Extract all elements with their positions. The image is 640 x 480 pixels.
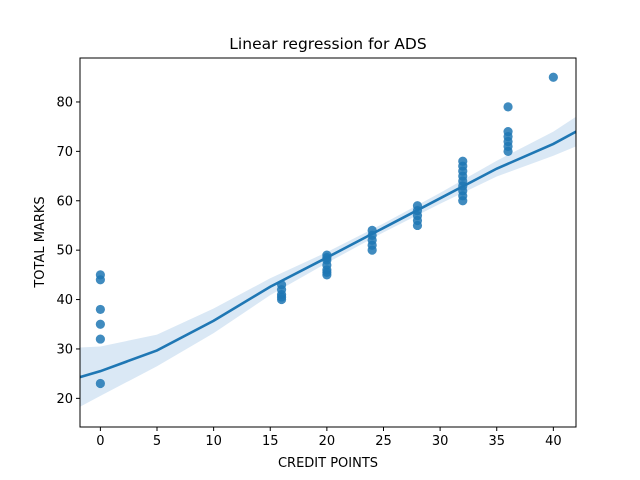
- chart-title: Linear regression for ADS: [229, 35, 426, 53]
- plot-area: 0 5 10 15 20 25 30 35 40 20 30 40 50 60 70 80: [56, 57, 577, 449]
- data-point: [503, 146, 513, 156]
- data-point: [95, 334, 105, 344]
- y-tick-label: 50: [56, 244, 73, 259]
- y-axis-label: TOTAL MARKS: [33, 196, 48, 288]
- x-axis-label: CREDIT POINTS: [278, 456, 378, 471]
- data-point: [322, 270, 332, 280]
- y-tick-label: 20: [56, 392, 73, 407]
- x-tick-label: 20: [319, 434, 336, 449]
- x-tick-label: 5: [153, 434, 161, 449]
- x-tick-label: 35: [488, 434, 505, 449]
- data-point: [95, 304, 105, 315]
- data-point: [95, 275, 105, 285]
- x-tick-label: 30: [432, 434, 449, 449]
- y-tick-label: 60: [56, 194, 73, 209]
- data-point: [367, 245, 377, 255]
- x-tick-label: 10: [205, 434, 222, 449]
- x-tick-label: 25: [375, 434, 392, 449]
- x-tick-label: 15: [262, 434, 279, 449]
- data-point: [276, 294, 287, 305]
- y-tick-label: 80: [56, 95, 73, 110]
- data-point: [458, 196, 468, 206]
- data-point: [503, 102, 513, 112]
- x-tick-label: 40: [545, 434, 562, 449]
- y-tick-label: 30: [56, 342, 73, 357]
- data-point: [95, 378, 105, 389]
- data-point: [95, 319, 105, 329]
- data-point: [548, 72, 558, 82]
- x-tick-label: 0: [96, 434, 104, 449]
- y-tick-label: 70: [56, 145, 73, 160]
- data-point: [412, 220, 423, 231]
- plot-frame: [79, 57, 577, 428]
- y-tick-label: 40: [56, 293, 73, 308]
